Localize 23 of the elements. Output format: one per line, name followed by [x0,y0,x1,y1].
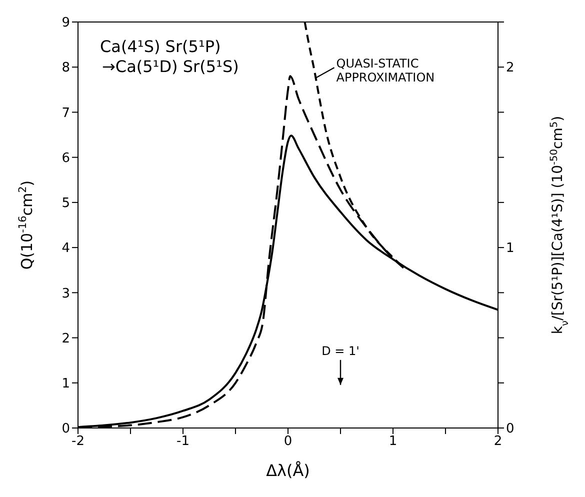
annotation: →Ca(5¹D) Sr(5¹S) [102,57,239,76]
y2-tick-label: 0 [506,422,514,437]
x-tick-label: 0 [284,434,292,450]
y-tick-label: 9 [62,16,70,31]
y-tick-label: 1 [62,376,70,392]
y2-tick-label: 1 [506,241,514,256]
x-axis-title: Δλ(Å) [266,461,310,480]
y-tick-label: 6 [62,150,70,166]
y-tick-label: 4 [62,241,70,256]
x-tick-label: -1 [176,434,190,450]
x-tick-label: -2 [72,434,84,450]
y-tick-label: 8 [62,60,70,76]
x-tick-label: 1 [388,434,398,450]
y-tick-label: 7 [62,106,70,121]
y-tick-label: 0 [62,422,70,437]
annotation: Ca(4¹S) Sr(5¹P) [100,37,221,56]
annotation: D = 1' [322,344,360,358]
y-tick-label: 2 [62,331,70,346]
y-tick-label: 3 [62,286,70,302]
y2-tick-label: 2 [506,60,514,76]
x-tick-label: 2 [494,434,502,450]
annotation: QUASI-STATIC APPROXIMATION [336,56,435,85]
y-tick-label: 5 [62,196,70,212]
